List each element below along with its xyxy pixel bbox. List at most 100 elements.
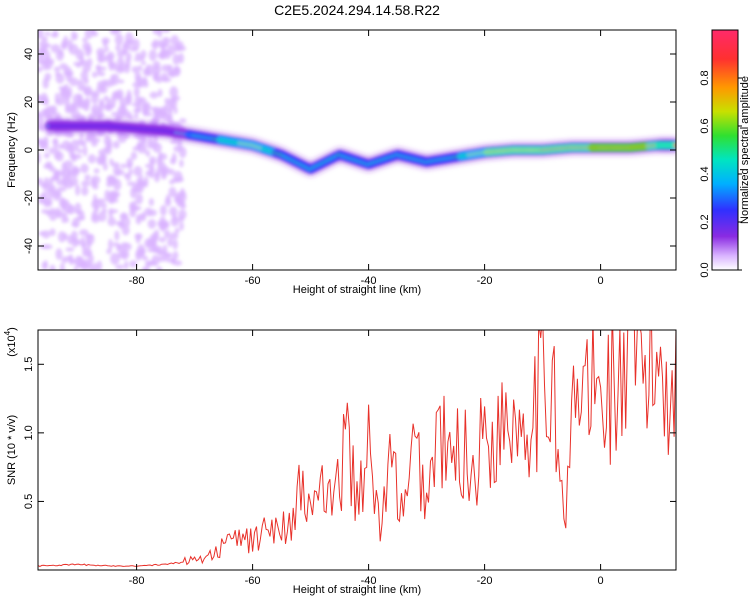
noise-speck xyxy=(117,56,125,67)
noise-speck xyxy=(73,32,78,41)
noise-speck xyxy=(38,196,43,205)
noise-speck xyxy=(131,200,138,207)
colorbar: 0.0 0.2 0.4 0.6 0.8 Normalized spectral ampl… xyxy=(699,29,750,278)
noise-speck xyxy=(141,266,147,270)
noise-speck xyxy=(135,215,142,225)
noise-speck xyxy=(68,132,74,138)
noise-speck xyxy=(120,163,127,169)
spectrogram-ytick-label: -40 xyxy=(23,238,35,254)
noise-speck xyxy=(179,159,184,168)
noise-speck xyxy=(38,231,46,236)
noise-speck xyxy=(173,260,183,266)
noise-speck xyxy=(77,79,84,92)
noise-speck xyxy=(169,139,180,144)
noise-speck xyxy=(115,264,125,270)
noise-speck xyxy=(90,178,97,188)
noise-speck xyxy=(179,221,184,231)
noise-speck xyxy=(41,92,48,102)
snr-series-line xyxy=(38,330,676,567)
noise-speck xyxy=(97,54,107,63)
snr-xtick-label: -40 xyxy=(361,575,377,587)
noise-speck xyxy=(111,30,122,33)
noise-speck xyxy=(135,233,141,244)
noise-speck xyxy=(73,266,79,270)
noise-speck xyxy=(164,197,172,207)
noise-speck xyxy=(42,77,49,89)
noise-speck xyxy=(159,39,166,50)
noise-speck xyxy=(152,142,162,153)
noise-speck xyxy=(55,151,64,162)
noise-speck xyxy=(92,262,98,270)
noise-speck xyxy=(38,30,44,39)
noise-speck xyxy=(126,181,137,187)
noise-speck xyxy=(71,168,81,175)
noise-speck xyxy=(80,163,89,174)
noise-speck xyxy=(69,77,79,87)
noise-speck xyxy=(104,54,113,63)
noise-speck xyxy=(126,157,134,168)
noise-speck xyxy=(82,41,91,51)
noise-speck xyxy=(142,137,147,144)
noise-speck xyxy=(154,229,160,241)
noise-speck xyxy=(129,260,138,268)
noise-speck xyxy=(108,238,113,251)
noise-speck xyxy=(135,52,142,59)
spectrogram-xtick-label: 0 xyxy=(598,275,604,287)
spectrogram-xtick-label: -80 xyxy=(129,275,145,287)
noise-speck xyxy=(172,239,178,250)
noise-speck xyxy=(88,254,94,264)
noise-speck xyxy=(164,97,170,104)
noise-speck xyxy=(82,245,87,257)
snr-ytick-label: 1.5 xyxy=(23,357,35,372)
noise-speck xyxy=(54,71,61,77)
noise-speck xyxy=(63,160,74,170)
noise-speck xyxy=(43,152,50,159)
noise-speck xyxy=(39,140,46,151)
noise-speck xyxy=(60,169,66,178)
noise-speck xyxy=(96,47,106,56)
noise-speck xyxy=(78,212,85,220)
noise-speck xyxy=(135,193,143,205)
noise-speck xyxy=(81,37,88,42)
noise-speck xyxy=(140,55,145,61)
noise-speck xyxy=(157,30,163,38)
noise-speck xyxy=(91,199,101,210)
ridge-core xyxy=(45,122,676,174)
noise-speck xyxy=(161,64,170,72)
noise-speck xyxy=(43,177,49,183)
noise-speck xyxy=(172,53,181,66)
snr-ylabel: SNR (10 * v/v) xyxy=(6,415,18,485)
noise-speck xyxy=(57,186,67,192)
noise-speck xyxy=(131,38,140,51)
colorbar-tick-label: 0.2 xyxy=(699,214,711,229)
noise-speck xyxy=(145,150,151,158)
noise-speck xyxy=(71,103,77,110)
noise-speck xyxy=(96,260,103,270)
noise-speck xyxy=(79,140,87,147)
snr-xtick-label: 0 xyxy=(598,575,604,587)
noise-speck xyxy=(53,66,61,72)
colorbar-frame xyxy=(711,29,739,271)
noise-speck xyxy=(148,166,156,179)
noise-speck xyxy=(138,174,144,186)
snr-panel: -80 -60 -40 -20 0 0.5 1.0 1.5 Height of straig… xyxy=(3,327,677,596)
noise-speck xyxy=(130,151,138,160)
noise-speck xyxy=(115,169,125,176)
noise-speck xyxy=(162,111,168,117)
noise-speck xyxy=(120,248,130,260)
noise-speck xyxy=(123,242,132,251)
spectrogram-xtick-label: -40 xyxy=(361,275,377,287)
noise-speck xyxy=(135,250,145,258)
noise-speck xyxy=(106,248,112,255)
noise-speck xyxy=(63,180,74,189)
noise-speck xyxy=(59,88,69,98)
noise-speck xyxy=(50,32,59,38)
noise-speck xyxy=(123,173,129,178)
noise-speck xyxy=(40,182,50,188)
noise-speck xyxy=(52,138,59,144)
spectrogram-panel: -80 -60 -40 -20 0 -40 -20 0 20 40 Height of stra… xyxy=(6,29,677,296)
noise-speck xyxy=(54,92,60,103)
noise-speck xyxy=(78,59,89,66)
noise-speck xyxy=(107,216,116,227)
